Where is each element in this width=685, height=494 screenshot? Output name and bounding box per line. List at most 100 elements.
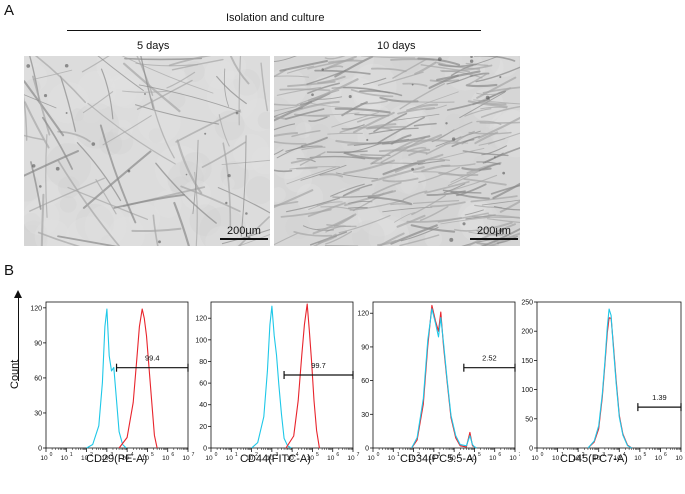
x-tick-label: 10 [593,455,601,462]
x-tick-exponent: 2 [417,452,420,458]
isotype-histogram-line [86,308,127,449]
x-tick-label: 10 [226,455,234,462]
x-tick-label: 10 [531,455,539,462]
gate-percentage: 99.7 [311,361,326,370]
x-tick-label: 10 [509,455,517,462]
y-tick-label: 0 [365,446,369,453]
x-tick-label: 10 [449,455,457,462]
header-divider [67,30,481,31]
plot-frame [45,301,189,449]
x-tick-label: 10 [552,455,560,462]
count-axis-arrow-head [14,290,22,298]
y-tick-label: 120 [195,316,207,323]
y-tick-label: 100 [521,387,533,394]
x-tick-exponent: 7 [192,452,195,458]
x-tick-exponent: 1 [70,452,73,458]
y-tick-label: 60 [34,375,42,382]
gate-percentage: 1.39 [652,393,667,402]
plot-frame [536,301,682,449]
x-tick-label: 10 [81,455,89,462]
x-tick-label: 10 [489,455,497,462]
x-tick-label: 10 [287,455,295,462]
count-axis-label: Count [9,359,21,389]
y-tick-label: 200 [521,329,533,336]
micrograph-5-days-title: 5 days [137,40,170,52]
cd29-axis-label: CD29(PE-A) [86,453,148,465]
x-tick-exponent: 5 [478,452,481,458]
cd45-histogram: 0501001502002501001011021031041051061071… [521,300,685,463]
y-tick-label: 60 [361,378,369,385]
x-tick-label: 10 [246,455,254,462]
x-tick-label: 10 [655,455,663,462]
y-tick-label: 100 [195,337,207,344]
x-tick-label: 10 [142,455,150,462]
isotype-histogram-line [251,305,292,449]
x-tick-exponent: 4 [623,452,626,458]
x-tick-exponent: 1 [397,452,400,458]
y-tick-label: 0 [529,446,533,453]
scale-bar-label: 200μm [227,225,261,237]
y-tick-label: 90 [34,340,42,347]
cd34-axis-label: CD34(PC5.5-A) [400,453,478,465]
x-tick-exponent: 4 [296,452,299,458]
x-tick-exponent: 4 [131,452,134,458]
x-tick-label: 10 [162,455,170,462]
x-tick-label: 10 [40,455,48,462]
y-tick-label: 150 [521,358,533,365]
x-tick-label: 10 [388,455,396,462]
cd44-axis-label: CD44(FITC-A) [240,453,311,465]
y-tick-label: 250 [521,300,533,307]
x-tick-exponent: 2 [90,452,93,458]
y-tick-label: 0 [38,446,42,453]
x-tick-label: 10 [408,455,416,462]
scale-bar [220,238,268,240]
gate-percentage: 2.52 [482,354,497,363]
scale-bar-label: 200μm [477,225,511,237]
isolation-culture-header: Isolation and culture [226,12,325,24]
x-tick-label: 10 [469,455,477,462]
x-tick-label: 10 [428,455,436,462]
marker-histogram-line [411,304,477,449]
x-tick-label: 10 [266,455,274,462]
x-tick-exponent: 3 [275,452,278,458]
y-tick-label: 30 [361,412,369,419]
x-tick-label: 10 [122,455,130,462]
panel-a-label: A [4,2,15,19]
x-tick-label: 10 [634,455,642,462]
y-tick-label: 40 [199,402,207,409]
x-tick-exponent: 6 [498,452,501,458]
x-tick-exponent: 7 [357,452,360,458]
x-tick-exponent: 0 [377,452,380,458]
y-tick-label: 90 [361,344,369,351]
x-tick-label: 10 [367,455,375,462]
x-tick-exponent: 5 [643,452,646,458]
x-tick-exponent: 1 [235,452,238,458]
x-tick-exponent: 6 [336,452,339,458]
x-tick-label: 10 [182,455,190,462]
y-tick-label: 60 [199,381,207,388]
x-tick-exponent: 0 [50,452,53,458]
micrograph-10-days: 200μm [274,56,520,246]
marker-histogram-line [118,308,158,449]
isotype-histogram-line [411,308,477,449]
x-tick-exponent: 2 [582,452,585,458]
x-tick-exponent: 4 [458,452,461,458]
x-tick-exponent: 0 [215,452,218,458]
y-tick-label: 30 [34,410,42,417]
micrograph-5-days: 200μm [24,56,270,246]
marker-histogram-line [587,317,633,449]
panel-b-label: B [4,262,15,279]
x-tick-exponent: 3 [110,452,113,458]
x-tick-exponent: 7 [519,452,520,458]
x-tick-label: 10 [573,455,581,462]
x-tick-label: 10 [307,455,315,462]
marker-histogram-line [285,303,320,449]
x-tick-exponent: 2 [255,452,258,458]
y-tick-label: 120 [30,305,42,312]
x-tick-exponent: 6 [171,452,174,458]
x-tick-label: 10 [101,455,109,462]
count-axis-arrow-line [18,296,19,381]
x-tick-exponent: 3 [437,452,440,458]
